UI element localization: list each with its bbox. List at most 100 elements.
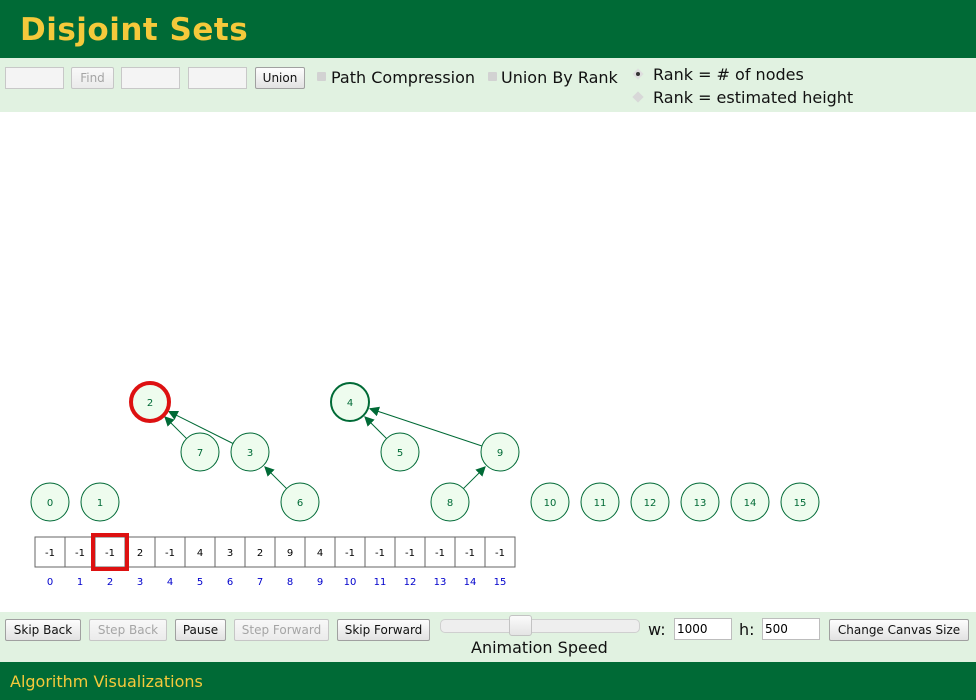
array-cell — [94, 536, 126, 568]
node-label: 10 — [544, 498, 557, 509]
width-label: w: — [648, 620, 666, 639]
array-cell — [364, 536, 396, 568]
array-index-label: 3 — [137, 577, 143, 588]
array-cell-value: -1 — [495, 548, 505, 559]
array-cell — [334, 536, 366, 568]
node-circle — [430, 482, 470, 522]
array-index-label: 12 — [404, 577, 417, 588]
page-title: Disjoint Sets — [20, 12, 249, 48]
node-label: 9 — [497, 448, 503, 459]
array-cell — [244, 536, 276, 568]
path-compression-checkbox[interactable] — [317, 72, 326, 81]
array-index-label: 0 — [47, 577, 53, 588]
parent-pointer-7-to-2 — [164, 416, 187, 439]
node-circle — [580, 482, 620, 522]
animation-speed-label: Animation Speed — [471, 638, 608, 657]
union-input-2[interactable] — [188, 67, 247, 89]
tree-node: 4 — [330, 382, 370, 422]
parent-pointer-9-to-4 — [368, 406, 483, 447]
array-index-label: 10 — [344, 577, 357, 588]
skip-forward-button[interactable]: Skip Forward — [337, 619, 430, 641]
skip-back-button[interactable]: Skip Back — [5, 619, 81, 641]
array-cell-value: 9 — [287, 548, 293, 559]
tree-edges — [164, 406, 486, 489]
tree-node: 11 — [580, 482, 620, 522]
array-cell-value: 2 — [257, 548, 263, 559]
array-cell — [274, 536, 306, 568]
array-cell-value: 4 — [197, 548, 203, 559]
array-cell-value: 2 — [137, 548, 143, 559]
array-cell — [484, 536, 516, 568]
parent-pointer-5-to-4 — [364, 416, 387, 439]
node-circle — [730, 482, 770, 522]
array-cell-value: -1 — [345, 548, 355, 559]
find-button[interactable]: Find — [71, 67, 114, 89]
animation-speed-slider-handle[interactable] — [509, 615, 532, 636]
find-input[interactable] — [5, 67, 64, 89]
node-circle — [480, 432, 520, 472]
tree-node: 15 — [780, 482, 820, 522]
rank-height-radio[interactable] — [633, 92, 643, 102]
node-circle — [30, 482, 70, 522]
tree-node: 6 — [280, 482, 320, 522]
page-footer: Algorithm Visualizations — [0, 662, 976, 700]
array-index-label: 14 — [464, 577, 477, 588]
change-canvas-size-button[interactable]: Change Canvas Size — [829, 619, 969, 641]
node-circle — [630, 482, 670, 522]
node-label: 2 — [147, 398, 153, 409]
array-cell-value: -1 — [435, 548, 445, 559]
array-cell-value: -1 — [375, 548, 385, 559]
node-label: 0 — [47, 498, 53, 509]
tree-node: 3 — [230, 432, 270, 472]
union-by-rank-checkbox[interactable] — [488, 72, 497, 81]
step-forward-button[interactable]: Step Forward — [234, 619, 329, 641]
array-cell — [304, 536, 336, 568]
parent-pointer-8-to-9 — [463, 466, 486, 489]
array-cell-value: -1 — [405, 548, 415, 559]
array-cell-value: -1 — [465, 548, 475, 559]
array-cell — [454, 536, 486, 568]
array-cell — [64, 536, 96, 568]
step-back-button[interactable]: Step Back — [89, 619, 167, 641]
node-circle — [680, 482, 720, 522]
tree-node: 9 — [480, 432, 520, 472]
tree-node: 14 — [730, 482, 770, 522]
node-label: 1 — [97, 498, 103, 509]
array-index-label: 6 — [227, 577, 233, 588]
tree-node: 13 — [680, 482, 720, 522]
array-cell-value: -1 — [45, 548, 55, 559]
rank-nodes-radio[interactable] — [633, 69, 643, 79]
tree-node: 12 — [630, 482, 670, 522]
array-index-label: 13 — [434, 577, 447, 588]
node-circle — [80, 482, 120, 522]
highlight-cell-box — [91, 533, 129, 571]
tree-node: 0 — [30, 482, 70, 522]
rank-height-label: Rank = estimated height — [653, 88, 854, 107]
array-index-label: 8 — [287, 577, 293, 588]
footer-link[interactable]: Algorithm Visualizations — [10, 672, 203, 691]
array-index-label: 4 — [167, 577, 173, 588]
pause-button[interactable]: Pause — [175, 619, 226, 641]
array-index-label: 9 — [317, 577, 323, 588]
rank-nodes-label: Rank = # of nodes — [653, 65, 804, 84]
parent-array: -1 0 -1 1 -1 2 2 3 -1 4 4 5 3 6 2 7 9 8 4 9 -1 10 -1 11 -1 12 -1 13… — [34, 533, 516, 588]
node-circle — [129, 381, 171, 423]
canvas-width-input[interactable] — [674, 618, 732, 640]
animation-speed-slider[interactable] — [440, 619, 640, 633]
node-label: 5 — [397, 448, 403, 459]
canvas-height-input[interactable] — [762, 618, 820, 640]
tree-node: 8 — [430, 482, 470, 522]
tree-node: 10 — [530, 482, 570, 522]
node-label: 4 — [347, 398, 353, 409]
animation-controls: Skip Back Step Back Pause Step Forward S… — [0, 612, 976, 662]
union-by-rank-label: Union By Rank — [501, 68, 618, 87]
node-label: 13 — [694, 498, 707, 509]
tree-node: 1 — [80, 482, 120, 522]
node-label: 6 — [297, 498, 303, 509]
union-input-1[interactable] — [121, 67, 180, 89]
union-button[interactable]: Union — [255, 67, 305, 89]
node-label: 3 — [247, 448, 253, 459]
node-label: 11 — [594, 498, 607, 509]
